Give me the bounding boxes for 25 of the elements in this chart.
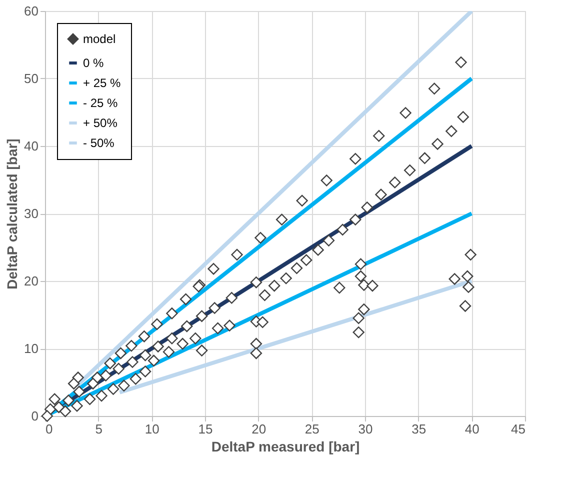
x-tick-label: 15 <box>198 422 213 436</box>
x-tick-label: 0 <box>46 422 53 436</box>
legend-label: + 25 % <box>83 76 122 90</box>
x-tick-label: 25 <box>304 422 320 436</box>
legend-label: - 25 % <box>83 96 118 110</box>
y-tick-label: 40 <box>24 138 38 154</box>
x-tick-label: 40 <box>464 422 480 436</box>
x-tick-label: 10 <box>144 422 160 436</box>
legend-label: 0 % <box>83 56 104 70</box>
y-tick-label: 20 <box>24 274 38 288</box>
legend-label: model <box>83 32 116 46</box>
x-tick-label: 45 <box>511 422 526 436</box>
y-axis-title: DeltaP calculated [bar] <box>4 138 20 290</box>
y-tick-label: 50 <box>24 71 38 86</box>
y-tick-label: 10 <box>24 341 38 356</box>
x-tick-label: 35 <box>412 422 426 436</box>
x-axis-title: DeltaP measured [bar] <box>211 438 360 454</box>
y-tick-label: 0 <box>31 408 38 424</box>
x-tick-label: 30 <box>358 422 373 436</box>
x-tick-label: 5 <box>95 422 102 436</box>
y-tick-label: 60 <box>24 4 38 18</box>
legend-label: - 50% <box>83 136 115 150</box>
y-tick-label: 30 <box>24 206 38 221</box>
x-tick-label: 20 <box>252 422 266 436</box>
legend-label: + 50% <box>83 116 118 130</box>
